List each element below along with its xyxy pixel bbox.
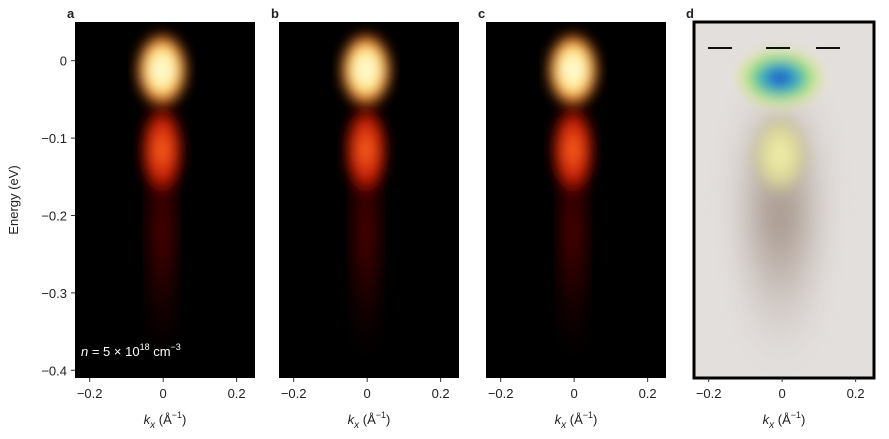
panel-image bbox=[279, 22, 459, 378]
x-label-symbol: k bbox=[555, 412, 563, 427]
x-label-exponent: −1 bbox=[172, 410, 182, 420]
intensity-glow bbox=[545, 30, 601, 110]
x-label-subscript: x bbox=[149, 420, 156, 431]
intensity-glow bbox=[748, 110, 812, 200]
panel-label: b bbox=[271, 6, 279, 21]
x-tick-label: −0.2 bbox=[488, 386, 514, 401]
x-label-symbol: k bbox=[763, 412, 771, 427]
x-tick-label: 0.2 bbox=[639, 386, 657, 401]
intensity-glow bbox=[134, 30, 190, 110]
x-tick-label: 0.2 bbox=[432, 386, 450, 401]
y-tick-label: −0.1 bbox=[41, 131, 67, 146]
annotation-exponent: 18 bbox=[140, 342, 150, 352]
x-tick-label: 0 bbox=[160, 386, 167, 401]
x-label-unit: (Å bbox=[778, 412, 791, 427]
x-label-close: ) bbox=[593, 412, 597, 427]
y-tick-label: −0.4 bbox=[41, 363, 67, 378]
x-axis-label: kx (Å−1) bbox=[763, 410, 806, 431]
x-tick-label: −0.2 bbox=[281, 386, 307, 401]
annotation-text: = 5 × 10 bbox=[88, 344, 139, 359]
annotation-symbol: n bbox=[81, 344, 88, 359]
annotation-unit-exponent: −3 bbox=[171, 342, 181, 352]
panel-image bbox=[694, 22, 874, 378]
x-label-exponent: −1 bbox=[791, 410, 801, 420]
panel-label: d bbox=[686, 6, 694, 21]
x-label-exponent: −1 bbox=[583, 410, 593, 420]
panel: c −0.2 0 0.2 kx (Å−1) bbox=[478, 6, 666, 431]
annotation-unit: cm bbox=[150, 344, 171, 359]
y-tick-label: −0.3 bbox=[41, 286, 67, 301]
intensity-glow bbox=[720, 60, 840, 370]
x-label-unit: (Å bbox=[159, 412, 172, 427]
x-label-symbol: k bbox=[348, 412, 356, 427]
intensity-glow bbox=[138, 100, 186, 200]
x-tick-label: −0.2 bbox=[696, 386, 722, 401]
x-axis-label: kx (Å−1) bbox=[555, 410, 598, 431]
x-label-symbol: k bbox=[144, 412, 152, 427]
intensity-glow bbox=[338, 30, 394, 110]
panel-image bbox=[75, 22, 255, 378]
panel-label: a bbox=[67, 6, 75, 21]
intensity-glow bbox=[342, 100, 390, 200]
x-axis-label: kx (Å−1) bbox=[144, 410, 187, 431]
annotation: n = 5 × 1018 cm−3 bbox=[81, 342, 181, 359]
x-label-close: ) bbox=[801, 412, 805, 427]
x-tick-label: 0.2 bbox=[847, 386, 865, 401]
x-axis-label: kx (Å−1) bbox=[348, 410, 391, 431]
x-tick-label: 0 bbox=[779, 386, 786, 401]
panel-frame bbox=[692, 20, 876, 380]
y-axis-label: Energy (eV) bbox=[6, 165, 21, 234]
panel-image bbox=[486, 22, 666, 378]
x-label-unit: (Å bbox=[570, 412, 583, 427]
x-tick-label: 0 bbox=[571, 386, 578, 401]
panel: a −0.2 0 0.2 0 −0.1 −0.2 −0.3 −0.4 Energy (eV) kx … bbox=[6, 6, 255, 431]
panel: b −0.2 0 0.2 kx (Å−1) bbox=[271, 6, 459, 431]
x-label-exponent: −1 bbox=[376, 410, 386, 420]
panel: d −0.2 0 0.2 kx (Å−1) bbox=[686, 6, 876, 431]
y-tick-label: −0.2 bbox=[41, 208, 67, 223]
x-tick-label: 0.2 bbox=[228, 386, 246, 401]
x-label-close: ) bbox=[386, 412, 390, 427]
x-label-subscript: x bbox=[560, 420, 567, 431]
x-label-subscript: x bbox=[353, 420, 360, 431]
x-tick-label: 0 bbox=[364, 386, 371, 401]
x-tick-label: −0.2 bbox=[77, 386, 103, 401]
y-tick-label: 0 bbox=[60, 54, 67, 69]
panel-label: c bbox=[478, 6, 485, 21]
x-label-close: ) bbox=[182, 412, 186, 427]
intensity-glow bbox=[549, 100, 597, 200]
intensity-glow bbox=[736, 48, 824, 108]
x-label-unit: (Å bbox=[363, 412, 376, 427]
x-label-subscript: x bbox=[768, 420, 775, 431]
